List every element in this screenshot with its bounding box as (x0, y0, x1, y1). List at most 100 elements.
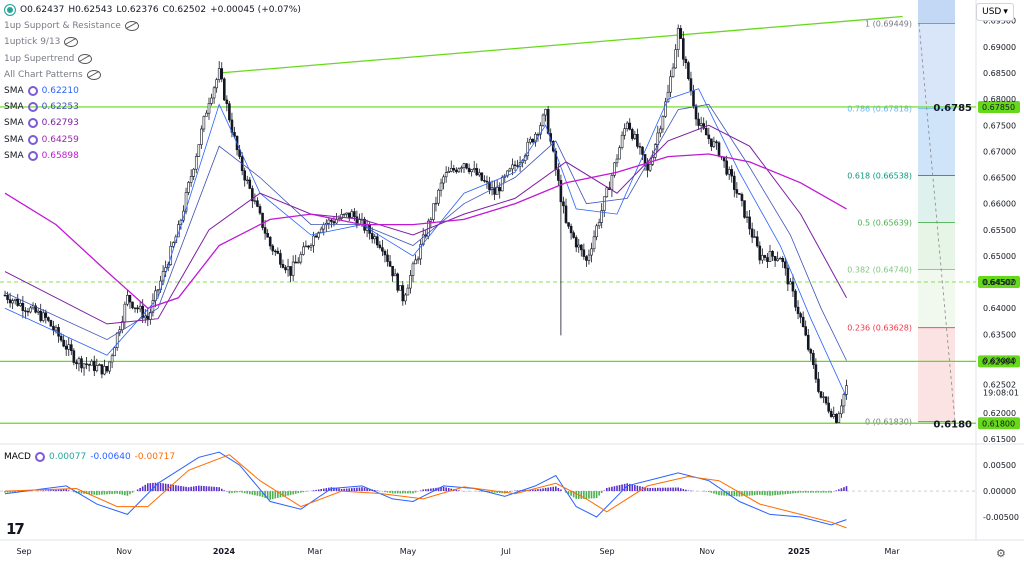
macd-hist-bar (114, 491, 116, 494)
fib-band-top (918, 0, 955, 23)
candle-body (733, 176, 735, 189)
macd-hist-bar (609, 487, 611, 491)
macd-hist-bar (415, 491, 417, 492)
currency-select[interactable]: USD ▾ (976, 3, 1014, 21)
macd-hist-bar (254, 491, 256, 495)
candle-body (254, 201, 256, 202)
macd-hist-bar (392, 491, 394, 493)
indicator-row-support-resistance[interactable]: 1up Support & Resistance (4, 18, 301, 34)
candle-body (47, 318, 49, 321)
sma-row[interactable]: SMA 0.62793 (4, 115, 301, 131)
price-axis-tick: 0.66000 (983, 200, 1016, 209)
macd-hist-bar (586, 491, 588, 499)
sma-row[interactable]: SMA 0.62253 (4, 99, 301, 115)
candle-body (75, 363, 77, 364)
candle-body (805, 327, 807, 336)
macd-hist-bar (91, 491, 93, 494)
indicator-row-uptick[interactable]: 1uptick 9/13 (4, 34, 301, 50)
sma-row[interactable]: SMA 0.64259 (4, 132, 301, 148)
macd-hist-bar (48, 490, 50, 491)
macd-hist-bar (142, 486, 144, 491)
candle-body (591, 249, 593, 255)
hidden-eye-icon[interactable] (64, 37, 78, 47)
candle-body (466, 164, 468, 168)
candle-body (532, 139, 534, 142)
gear-icon[interactable]: ⚙ (996, 547, 1006, 560)
candle-body (116, 333, 118, 348)
macd-hist-bar (550, 487, 552, 491)
candle-body (843, 394, 845, 406)
candle-body (282, 264, 284, 267)
indicator-settings-icon[interactable] (35, 452, 45, 462)
macd-hist-bar (667, 488, 669, 491)
sma-row[interactable]: SMA 0.65898 (4, 148, 301, 164)
indicator-settings-icon[interactable] (28, 86, 38, 96)
indicator-settings-icon[interactable] (28, 135, 38, 145)
candle-body (562, 202, 564, 206)
indicator-settings-icon[interactable] (28, 151, 38, 161)
candle-body (807, 335, 809, 349)
macd-hist-bar (139, 488, 141, 491)
candle-body (690, 79, 692, 91)
macd-hist-bar (430, 489, 432, 492)
indicator-row-supertrend[interactable]: 1up Supertrend (4, 51, 301, 67)
tradingview-logo[interactable]: 17 (6, 520, 23, 538)
candle-body (483, 180, 485, 181)
fib-band (918, 223, 955, 270)
macd-hist-bar (303, 491, 305, 492)
macd-hist-bar (104, 491, 106, 494)
hidden-eye-icon[interactable] (125, 21, 139, 31)
candle-body (687, 63, 689, 79)
candle-body (98, 365, 100, 366)
time-axis-tick: Mar (307, 547, 323, 556)
candle-body (777, 259, 779, 261)
indicator-settings-icon[interactable] (28, 102, 38, 112)
price-axis-tick: 0.64500 (983, 278, 1016, 287)
candle-body (746, 217, 748, 218)
macd-hist-bar (491, 491, 493, 492)
candle-body (698, 119, 700, 125)
candle-body (96, 366, 98, 371)
candle-body (19, 303, 21, 305)
sma-row[interactable]: SMA 0.62210 (4, 83, 301, 99)
candle-body (476, 168, 478, 175)
macd-axis-tick: 0.00000 (983, 487, 1016, 496)
indicator-settings-icon[interactable] (28, 118, 38, 128)
candle-body (820, 392, 822, 398)
candle-body (817, 379, 819, 391)
macd-hist-bar (736, 491, 738, 496)
price-axis-tick: 0.67000 (983, 147, 1016, 156)
candle-body (583, 250, 585, 257)
candle-body (404, 295, 406, 301)
macd-hist-bar (601, 491, 603, 493)
candle-body (37, 311, 39, 312)
candle-body (333, 222, 335, 224)
macd-hist-bar (558, 488, 560, 491)
candle-body (573, 233, 575, 238)
ohlc-open: O0.62437 (20, 5, 64, 15)
candle-body (417, 259, 419, 260)
candle-body (473, 168, 475, 169)
macd-hist-bar (152, 483, 154, 491)
candle-body (320, 229, 322, 233)
time-axis-tick: Nov (116, 547, 132, 556)
hidden-eye-icon[interactable] (78, 54, 92, 64)
candle-body (24, 311, 26, 312)
macd-hist-bar (843, 487, 845, 491)
indicator-row-chart-patterns[interactable]: All Chart Patterns (4, 67, 301, 83)
macd-legend[interactable]: MACD 0.00077 -0.00640 -0.00717 (4, 452, 175, 462)
currency-label: USD (982, 7, 1001, 17)
candle-body (700, 124, 702, 126)
hidden-eye-icon[interactable] (87, 70, 101, 80)
macd-hist-bar (195, 486, 197, 491)
macd-hist-bar (63, 489, 65, 491)
macd-hist-bar (249, 491, 251, 494)
macd-hist-bar (532, 490, 534, 491)
macd-hist-bar (116, 491, 118, 494)
macd-axis-tick: 0.00500 (983, 461, 1016, 470)
macd-hist-bar (198, 486, 200, 491)
candle-body (593, 237, 595, 249)
macd-hist-bar (746, 491, 748, 496)
ohlc-change: +0.00045 (+0.07%) (210, 5, 301, 15)
candle-body (389, 262, 391, 267)
